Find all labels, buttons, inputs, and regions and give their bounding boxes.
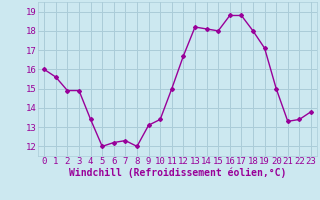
X-axis label: Windchill (Refroidissement éolien,°C): Windchill (Refroidissement éolien,°C) [69,168,286,178]
